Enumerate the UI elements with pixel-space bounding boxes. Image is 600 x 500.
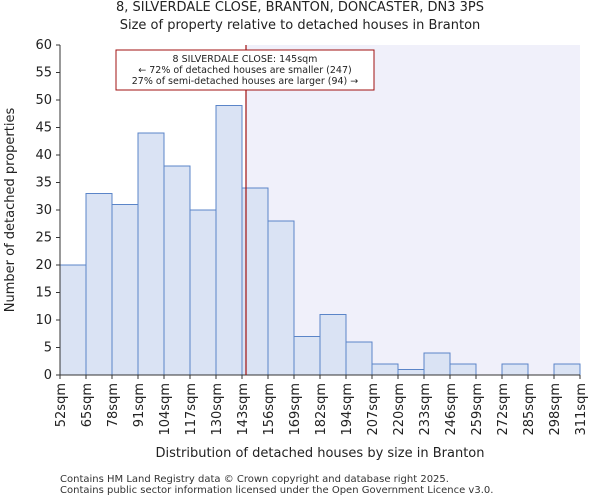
x-tick-label: 298sqm	[548, 383, 563, 436]
bar	[319, 314, 347, 376]
y-tick-label: 30	[35, 203, 52, 218]
bar	[215, 105, 243, 376]
annotation-line: 27% of semi-detached houses are larger (…	[132, 76, 359, 87]
x-tick-label: 220sqm	[392, 383, 407, 436]
annotation-line: ← 72% of detached houses are smaller (24…	[138, 65, 351, 76]
x-tick-label: 272sqm	[496, 383, 511, 436]
highlight-region	[246, 45, 580, 375]
x-tick-label: 156sqm	[262, 383, 277, 436]
x-tick-label: 311sqm	[574, 383, 589, 436]
y-tick-label: 25	[35, 231, 52, 246]
bar	[267, 220, 295, 376]
x-tick-label: 78sqm	[106, 383, 121, 427]
x-tick-label: 194sqm	[340, 383, 355, 436]
x-tick-label: 117sqm	[184, 383, 199, 436]
y-tick-label: 0	[44, 368, 52, 383]
y-tick-label: 15	[35, 286, 52, 301]
footer-licence: Contains public sector information licen…	[60, 485, 494, 496]
x-tick-label: 130sqm	[210, 383, 225, 436]
x-tick-label: 65sqm	[80, 383, 95, 427]
bar	[59, 264, 87, 376]
x-tick-label: 246sqm	[444, 383, 459, 436]
bar	[501, 363, 529, 376]
bar	[189, 209, 217, 376]
y-tick-label: 35	[35, 176, 52, 191]
y-axis-title: Number of detached properties	[3, 108, 18, 313]
bar	[553, 363, 581, 376]
x-tick-label: 104sqm	[158, 383, 173, 436]
bar	[85, 193, 113, 376]
bar	[137, 132, 165, 376]
chart-title-line2: Size of property relative to detached ho…	[119, 18, 481, 33]
x-tick-label: 52sqm	[54, 383, 69, 427]
y-tick-label: 45	[35, 121, 52, 136]
bar	[163, 165, 191, 376]
y-tick-label: 40	[35, 148, 52, 163]
bar	[111, 204, 139, 376]
x-tick-label: 285sqm	[522, 383, 537, 436]
x-tick-label: 182sqm	[314, 383, 329, 436]
x-tick-label: 91sqm	[132, 383, 147, 427]
x-tick-label: 169sqm	[288, 383, 303, 436]
x-axis-title: Distribution of detached houses by size …	[156, 446, 485, 461]
bar	[293, 336, 321, 376]
x-tick-label: 143sqm	[236, 383, 251, 436]
y-tick-label: 5	[44, 341, 52, 356]
chart-title-line1: 8, SILVERDALE CLOSE, BRANTON, DONCASTER,…	[115, 0, 484, 15]
y-tick-label: 60	[35, 38, 52, 53]
bar	[423, 352, 451, 376]
x-tick-label: 259sqm	[470, 383, 485, 436]
bar	[371, 363, 399, 376]
y-tick-label: 10	[35, 313, 52, 328]
bar	[397, 369, 425, 376]
bar	[345, 341, 373, 376]
y-tick-label: 20	[35, 258, 52, 273]
footer-copyright: Contains HM Land Registry data © Crown c…	[60, 474, 449, 485]
y-tick-label: 55	[35, 66, 52, 81]
annotation-box	[115, 49, 375, 91]
x-tick-label: 207sqm	[366, 383, 381, 436]
y-tick-label: 50	[35, 93, 52, 108]
x-tick-label: 233sqm	[418, 383, 433, 436]
annotation-line: 8 SILVERDALE CLOSE: 145sqm	[173, 54, 318, 65]
bar	[449, 363, 477, 376]
